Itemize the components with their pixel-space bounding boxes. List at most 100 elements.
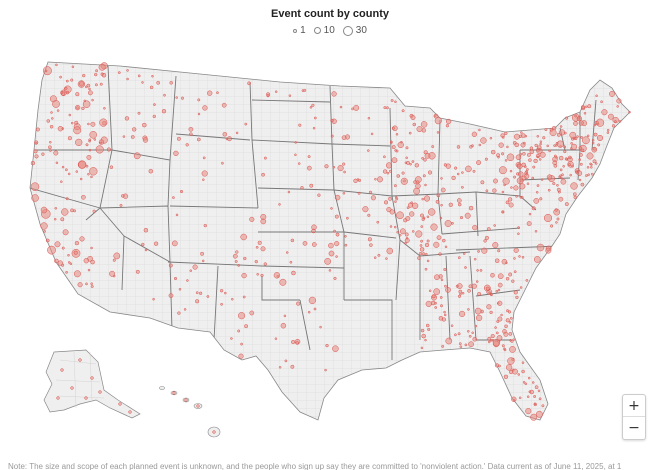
- event-dot: [578, 146, 583, 150]
- event-dot: [109, 165, 114, 169]
- event-dot: [521, 361, 525, 364]
- event-dot: [295, 341, 299, 345]
- event-dot: [509, 169, 513, 173]
- event-dot: [368, 190, 373, 194]
- event-dot: [464, 343, 468, 347]
- event-dot: [423, 158, 427, 162]
- event-dot: [559, 174, 562, 178]
- event-dot: [554, 144, 558, 147]
- event-dot: [505, 200, 510, 205]
- event-dot: [562, 165, 565, 168]
- event-dot: [391, 157, 398, 164]
- event-dot: [571, 164, 574, 168]
- event-dot: [485, 189, 489, 193]
- event-dot: [593, 123, 597, 127]
- event-dot: [68, 113, 72, 117]
- event-dot: [461, 291, 465, 295]
- event-dot: [54, 207, 58, 210]
- event-dot: [600, 100, 603, 104]
- event-dot: [424, 183, 427, 187]
- event-dot: [442, 238, 446, 243]
- event-dot: [570, 142, 573, 145]
- event-dot: [488, 291, 491, 295]
- event-dot: [589, 162, 592, 166]
- event-dot: [445, 124, 450, 128]
- event-dot: [41, 152, 45, 156]
- event-dot: [496, 320, 500, 323]
- event-dot: [143, 227, 149, 233]
- event-dot: [307, 310, 311, 314]
- event-dot: [506, 153, 515, 162]
- event-dot: [383, 200, 389, 205]
- event-dot: [616, 105, 619, 108]
- event-dot: [67, 253, 70, 257]
- event-dot: [435, 199, 440, 204]
- zoom-in-button[interactable]: +: [623, 395, 645, 417]
- event-dot: [291, 339, 296, 345]
- event-dot: [436, 193, 441, 198]
- event-dot: [492, 242, 499, 249]
- event-dot: [279, 278, 287, 286]
- event-dot: [578, 152, 583, 157]
- event-dot: [79, 236, 85, 242]
- event-dot: [144, 248, 148, 252]
- event-dot: [522, 141, 526, 145]
- legend-item-10: 10: [313, 25, 335, 36]
- event-dot: [311, 242, 317, 247]
- event-dot: [495, 331, 499, 335]
- event-dot: [244, 122, 248, 126]
- event-dot: [465, 165, 472, 173]
- event-dot: [192, 264, 198, 270]
- event-dot: [544, 128, 548, 132]
- zoom-out-button[interactable]: −: [628, 419, 640, 436]
- event-dot: [477, 250, 480, 253]
- event-dot: [324, 368, 327, 372]
- event-dot: [593, 132, 598, 137]
- size-legend: 1 10 30: [0, 25, 660, 36]
- event-dot: [34, 140, 39, 145]
- event-dot: [89, 167, 98, 176]
- event-dot: [330, 134, 334, 138]
- event-dot: [263, 262, 267, 266]
- event-dot: [459, 310, 466, 317]
- event-dot: [113, 252, 121, 260]
- event-dot: [178, 288, 182, 291]
- event-dot: [444, 220, 452, 227]
- event-dot: [576, 135, 579, 138]
- event-dot: [394, 100, 397, 104]
- event-dot: [369, 243, 373, 247]
- event-dot: [441, 317, 446, 322]
- event-dot: [411, 230, 415, 233]
- event-dot: [468, 284, 473, 289]
- event-dot: [537, 145, 542, 150]
- event-dot: [294, 153, 297, 157]
- event-dot: [433, 288, 441, 296]
- event-dot: [90, 285, 94, 288]
- event-dot: [367, 116, 371, 120]
- event-dot: [426, 239, 430, 243]
- event-dot: [335, 232, 340, 237]
- event-dot: [221, 161, 224, 165]
- event-dot: [511, 396, 517, 402]
- event-dot: [65, 79, 69, 83]
- event-dot: [539, 197, 543, 201]
- event-dot: [86, 154, 92, 160]
- event-dot: [99, 118, 108, 127]
- event-dot: [464, 266, 467, 269]
- event-dot: [261, 172, 265, 177]
- event-dot: [376, 220, 380, 224]
- event-dot: [385, 106, 389, 110]
- event-dot: [112, 258, 116, 262]
- event-dot: [502, 177, 510, 185]
- event-dot: [597, 143, 601, 147]
- event-dot: [489, 310, 493, 315]
- event-dot: [55, 161, 59, 165]
- event-dot: [313, 116, 317, 120]
- legend-label-30: 30: [355, 25, 367, 36]
- event-dot: [519, 286, 523, 289]
- event-dot: [230, 337, 233, 340]
- event-dot: [168, 293, 174, 298]
- event-dot: [132, 127, 137, 132]
- event-dot: [570, 143, 578, 150]
